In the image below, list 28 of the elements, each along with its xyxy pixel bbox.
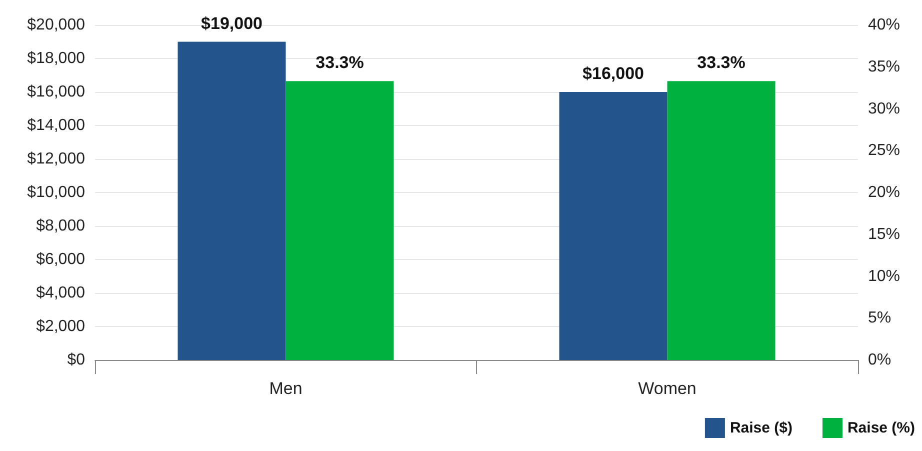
data-label: 33.3% [316, 53, 364, 72]
y2-tick-label: 20% [868, 184, 900, 201]
x-tick-label: Men [269, 379, 302, 398]
y-tick-label: $0 [67, 352, 86, 368]
y-tick-label: $14,000 [27, 117, 86, 134]
y-tick-label: $4,000 [36, 284, 86, 302]
y-tick-label: $16,000 [27, 84, 86, 100]
x-tick-label: Women [638, 379, 696, 398]
y-tick-label: $6,000 [36, 251, 86, 268]
y-tick-label: $10,000 [27, 184, 86, 201]
y-tick-label: $8,000 [36, 218, 86, 234]
data-label: $19,000 [201, 14, 262, 33]
y-tick-label: $12,000 [27, 150, 86, 168]
legend-label: Raise (%) [847, 420, 916, 436]
y2-tick-label: 25% [868, 142, 900, 160]
y2-tick-label: 30% [868, 100, 900, 118]
y2-tick-label: 5% [868, 310, 892, 327]
y-tick-label: $18,000 [27, 50, 86, 67]
data-label: 33.3% [697, 53, 746, 72]
legend-label: Raise ($) [730, 420, 792, 436]
y2-tick-label: 15% [868, 226, 900, 243]
y2-tick-label: 0% [868, 352, 892, 368]
y2-tick-label: 35% [868, 58, 900, 76]
y2-tick-label: 40% [868, 16, 900, 34]
y-tick-label: $20,000 [27, 16, 86, 34]
y2-tick-label: 10% [868, 268, 900, 285]
data-label: $16,000 [582, 64, 644, 83]
y-tick-label: $2,000 [36, 318, 86, 335]
